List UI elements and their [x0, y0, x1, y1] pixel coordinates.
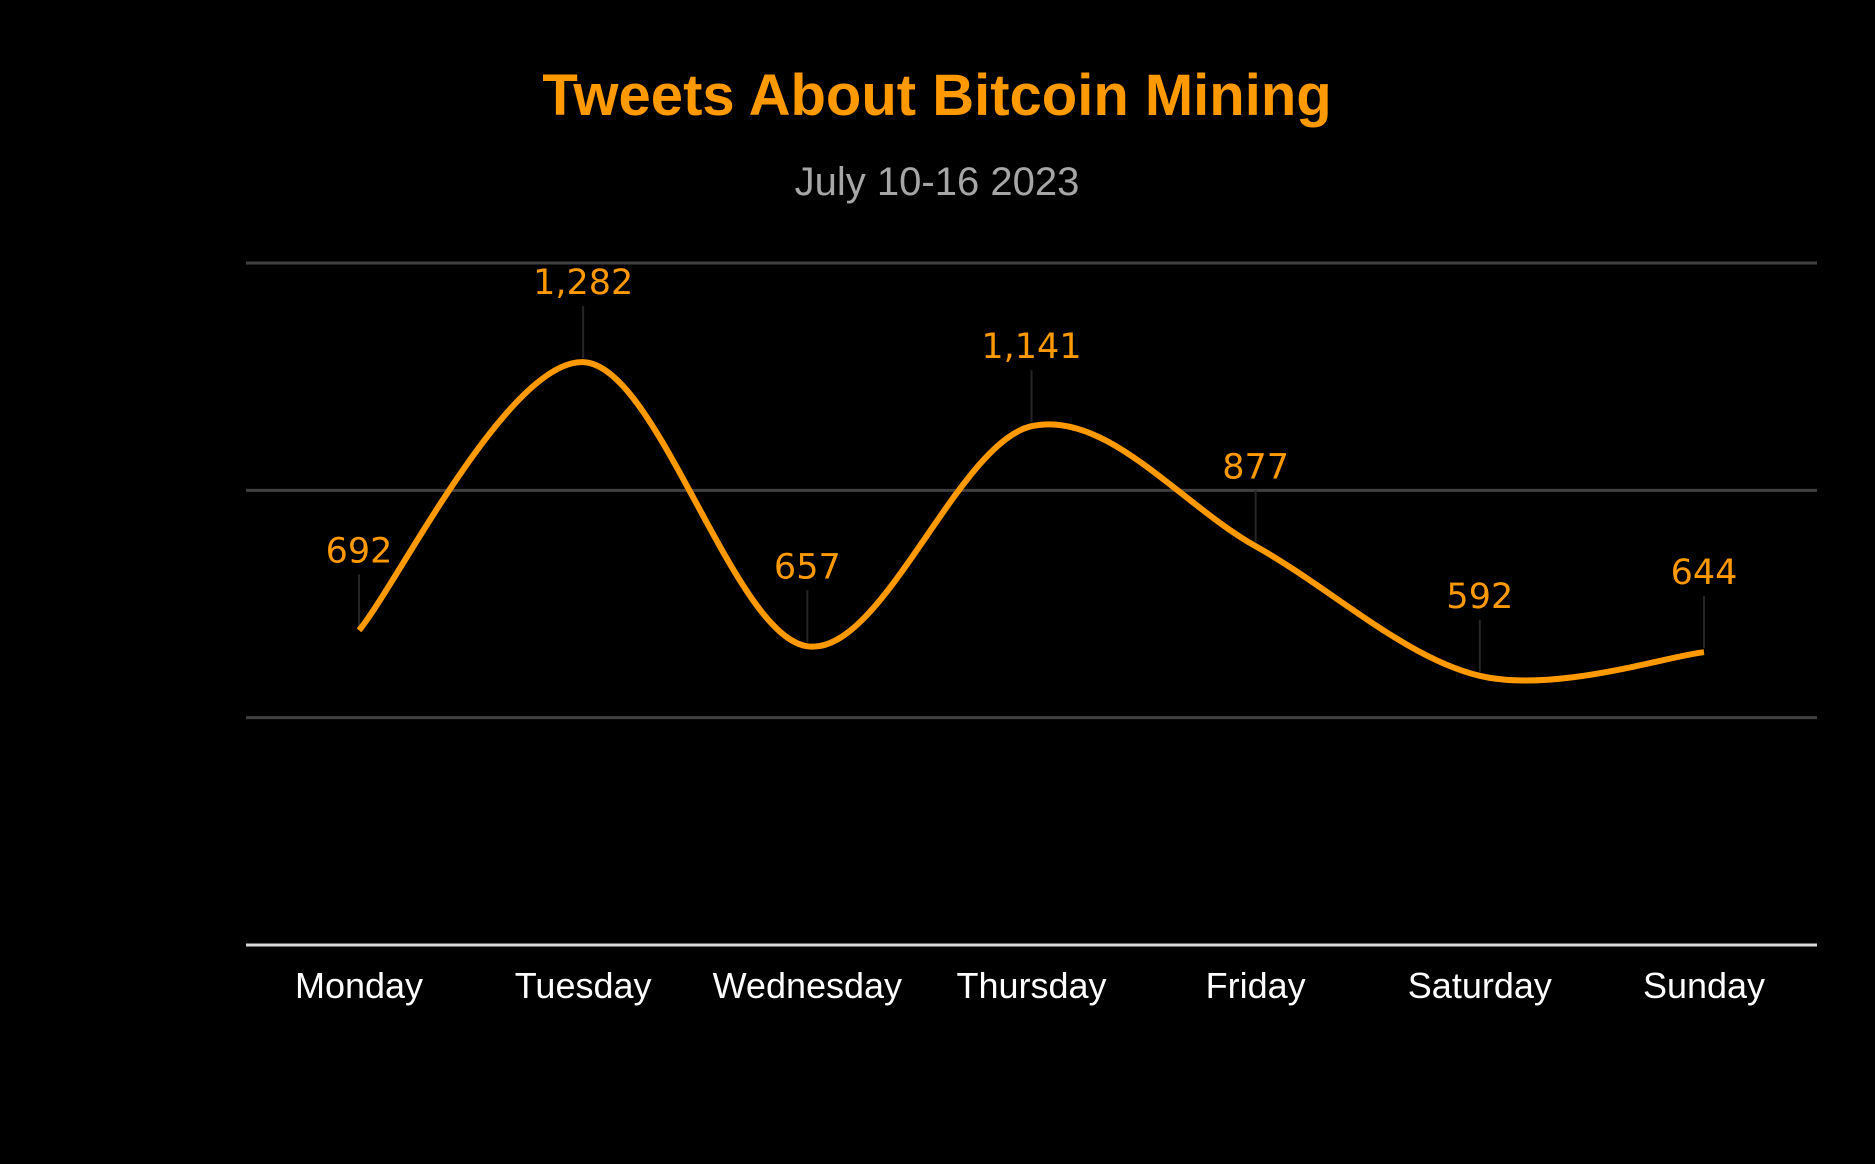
x-tick-label: Tuesday [515, 965, 652, 1006]
data-label: 592 [1446, 577, 1513, 617]
gridlines [246, 261, 1817, 947]
data-labels: 692 1,282 657 1,141 877 592 644 [326, 263, 1738, 617]
x-tick-label: Thursday [956, 965, 1106, 1006]
data-label: 1,282 [533, 263, 633, 303]
chart-title: Tweets About Bitcoin Mining [542, 63, 1331, 128]
data-label: 657 [774, 547, 841, 587]
x-tick-label: Wednesday [713, 965, 902, 1006]
data-label: 1,141 [981, 327, 1081, 367]
x-tick-label: Sunday [1643, 965, 1765, 1006]
series-layer [356, 359, 1705, 684]
x-tick-label: Monday [295, 965, 423, 1006]
data-label: 644 [1671, 553, 1738, 593]
x-tick-label: Saturday [1408, 965, 1552, 1006]
chart-subtitle: July 10-16 2023 [795, 160, 1080, 204]
x-tick-label: Friday [1206, 965, 1306, 1006]
data-label: 692 [326, 531, 393, 571]
x-axis-tick-labels: Monday Tuesday Wednesday Thursday Friday Satu… [295, 965, 1765, 1006]
series-line [356, 359, 1705, 684]
data-label: 877 [1222, 447, 1289, 487]
data-label-leader-lines [358, 306, 1705, 672]
